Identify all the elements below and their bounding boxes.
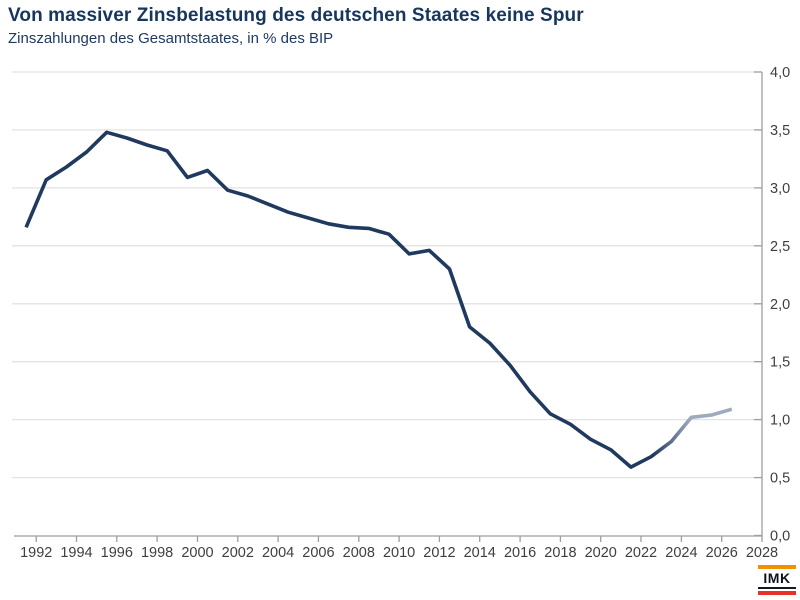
chart-title: Von massiver Zinsbelastung des deutschen… [8, 5, 584, 26]
data-line-zinszahlungen [24, 130, 733, 469]
imk-logo-text: IMK [758, 570, 796, 589]
chart-subtitle: Zinszahlungen des Gesamtstaates, in % de… [8, 30, 334, 47]
x-tick-label: 1998 [141, 545, 173, 561]
x-tick-label: 2020 [585, 545, 617, 561]
x-tick-label: 2014 [464, 545, 496, 561]
y-tick-label: 3,5 [770, 123, 790, 139]
x-tick-label: 2006 [302, 545, 334, 561]
imk-logo-red-bar [758, 591, 796, 595]
x-tick-label: 2024 [665, 545, 697, 561]
x-tick-label: 1994 [60, 545, 92, 561]
x-tick-label: 2010 [383, 545, 415, 561]
x-tick-label: 2018 [544, 545, 576, 561]
y-tick-label: 3,0 [770, 181, 790, 197]
x-tick-label: 2028 [746, 545, 778, 561]
x-tick-label: 2008 [343, 545, 375, 561]
x-tick-label: 2012 [423, 545, 455, 561]
y-tick-label: 1,0 [770, 413, 790, 429]
x-tick-label: 2016 [504, 545, 536, 561]
y-tick-label: 0,0 [770, 529, 790, 545]
y-tick-label: 4,0 [770, 65, 790, 81]
x-tick-label: 2022 [625, 545, 657, 561]
chart-header: Von massiver Zinsbelastung des deutschen… [8, 5, 584, 47]
x-tick-label: 2004 [262, 545, 294, 561]
y-tick-label: 1,5 [770, 355, 790, 371]
y-tick-label: 2,0 [770, 297, 790, 313]
x-tick-label: 1992 [20, 545, 52, 561]
y-tick-label: 0,5 [770, 471, 790, 487]
y-tick-label: 2,5 [770, 239, 790, 255]
x-tick-label: 2000 [181, 545, 213, 561]
imk-logo-orange-bar [758, 565, 796, 569]
x-tick-label: 2026 [706, 545, 738, 561]
x-tick-label: 1996 [101, 545, 133, 561]
imk-logo: IMK [758, 565, 796, 595]
x-tick-label: 2002 [222, 545, 254, 561]
